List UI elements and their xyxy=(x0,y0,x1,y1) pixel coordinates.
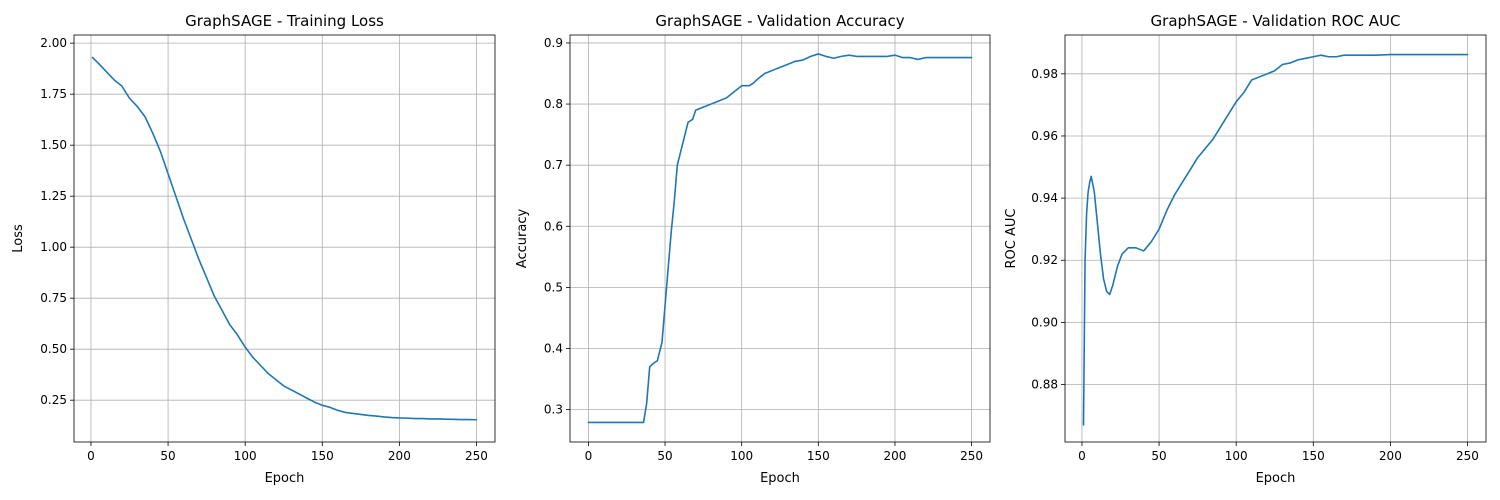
x-tick-label: 150 xyxy=(1302,449,1325,463)
x-tick-label: 150 xyxy=(311,449,334,463)
y-tick-label: 0.5 xyxy=(544,280,563,294)
x-tick-label: 250 xyxy=(1456,449,1479,463)
y-tick-label: 1.25 xyxy=(40,189,67,203)
training-loss-panel: 0 50 100 150 200 250 0.25 0.50 0.75 1.00 1.25 1.50 1… xyxy=(11,12,496,486)
plot-frame xyxy=(1064,34,1487,443)
y-tick-label: 0.3 xyxy=(544,403,563,417)
x-tick-label: 50 xyxy=(1151,449,1166,463)
y-tick-label: 0.7 xyxy=(544,158,563,172)
x-axis-label: Epoch xyxy=(760,471,800,486)
x-tick-label: 100 xyxy=(234,449,257,463)
validation-accuracy-panel: 0 50 100 150 200 250 0.3 0.4 0.5 0.6 0.7 0.8 0.9 Grap… xyxy=(515,12,991,486)
x-tick-label: 250 xyxy=(960,449,983,463)
y-axis-label: Loss xyxy=(11,224,26,253)
accuracy-series-line xyxy=(587,53,973,424)
x-tick-label: 200 xyxy=(388,449,411,463)
x-tick-label: 200 xyxy=(1379,449,1402,463)
x-tick-label: 50 xyxy=(657,449,672,463)
y-tick-label: 0.75 xyxy=(40,291,67,305)
y-tick-label: 0.9 xyxy=(544,36,563,50)
roc-auc-chart-title: GraphSAGE - Validation ROC AUC xyxy=(1151,12,1401,30)
x-axis-label: Epoch xyxy=(1256,471,1296,486)
plot-frame xyxy=(569,34,991,443)
y-tick-label: 0.8 xyxy=(544,97,563,111)
loss-chart-title: GraphSAGE - Training Loss xyxy=(185,12,384,30)
y-axis-label: ROC AUC xyxy=(1004,209,1019,269)
y-tick-label: 0.25 xyxy=(40,393,67,407)
x-tick-label: 50 xyxy=(160,449,175,463)
y-tick-label: 0.88 xyxy=(1031,378,1058,392)
x-tick-label: 100 xyxy=(1225,449,1248,463)
x-tick-label: 0 xyxy=(585,449,593,463)
x-tick-label: 150 xyxy=(807,449,830,463)
x-tick-label: 0 xyxy=(1078,449,1086,463)
y-tick-label: 0.50 xyxy=(40,342,67,356)
y-tick-label: 0.94 xyxy=(1031,191,1058,205)
x-axis-label: Epoch xyxy=(265,471,305,486)
y-tick-label: 0.6 xyxy=(544,219,563,233)
loss-series-line xyxy=(91,56,478,421)
x-tick-label: 0 xyxy=(87,449,95,463)
y-tick-label: 1.75 xyxy=(40,87,67,101)
y-tick-label: 0.92 xyxy=(1031,253,1058,267)
roc-auc-series-line xyxy=(1082,53,1469,426)
plot-frame xyxy=(73,34,496,443)
y-tick-label: 1.50 xyxy=(40,138,67,152)
y-tick-label: 0.90 xyxy=(1031,315,1058,329)
x-tick-label: 100 xyxy=(730,449,753,463)
y-axis-label: Accuracy xyxy=(515,209,530,269)
y-tick-label: 1.00 xyxy=(40,240,67,254)
y-tick-label: 2.00 xyxy=(40,36,67,50)
x-tick-label: 200 xyxy=(884,449,907,463)
validation-roc-auc-panel: 0 50 100 150 200 250 0.88 0.90 0.92 0.94 0.96 0.98 G… xyxy=(1004,12,1487,486)
y-tick-label: 0.96 xyxy=(1031,129,1058,143)
x-tick-label: 250 xyxy=(465,449,488,463)
y-tick-label: 0.98 xyxy=(1031,67,1058,81)
y-tick-label: 0.4 xyxy=(544,342,563,356)
accuracy-chart-title: GraphSAGE - Validation Accuracy xyxy=(655,12,904,30)
